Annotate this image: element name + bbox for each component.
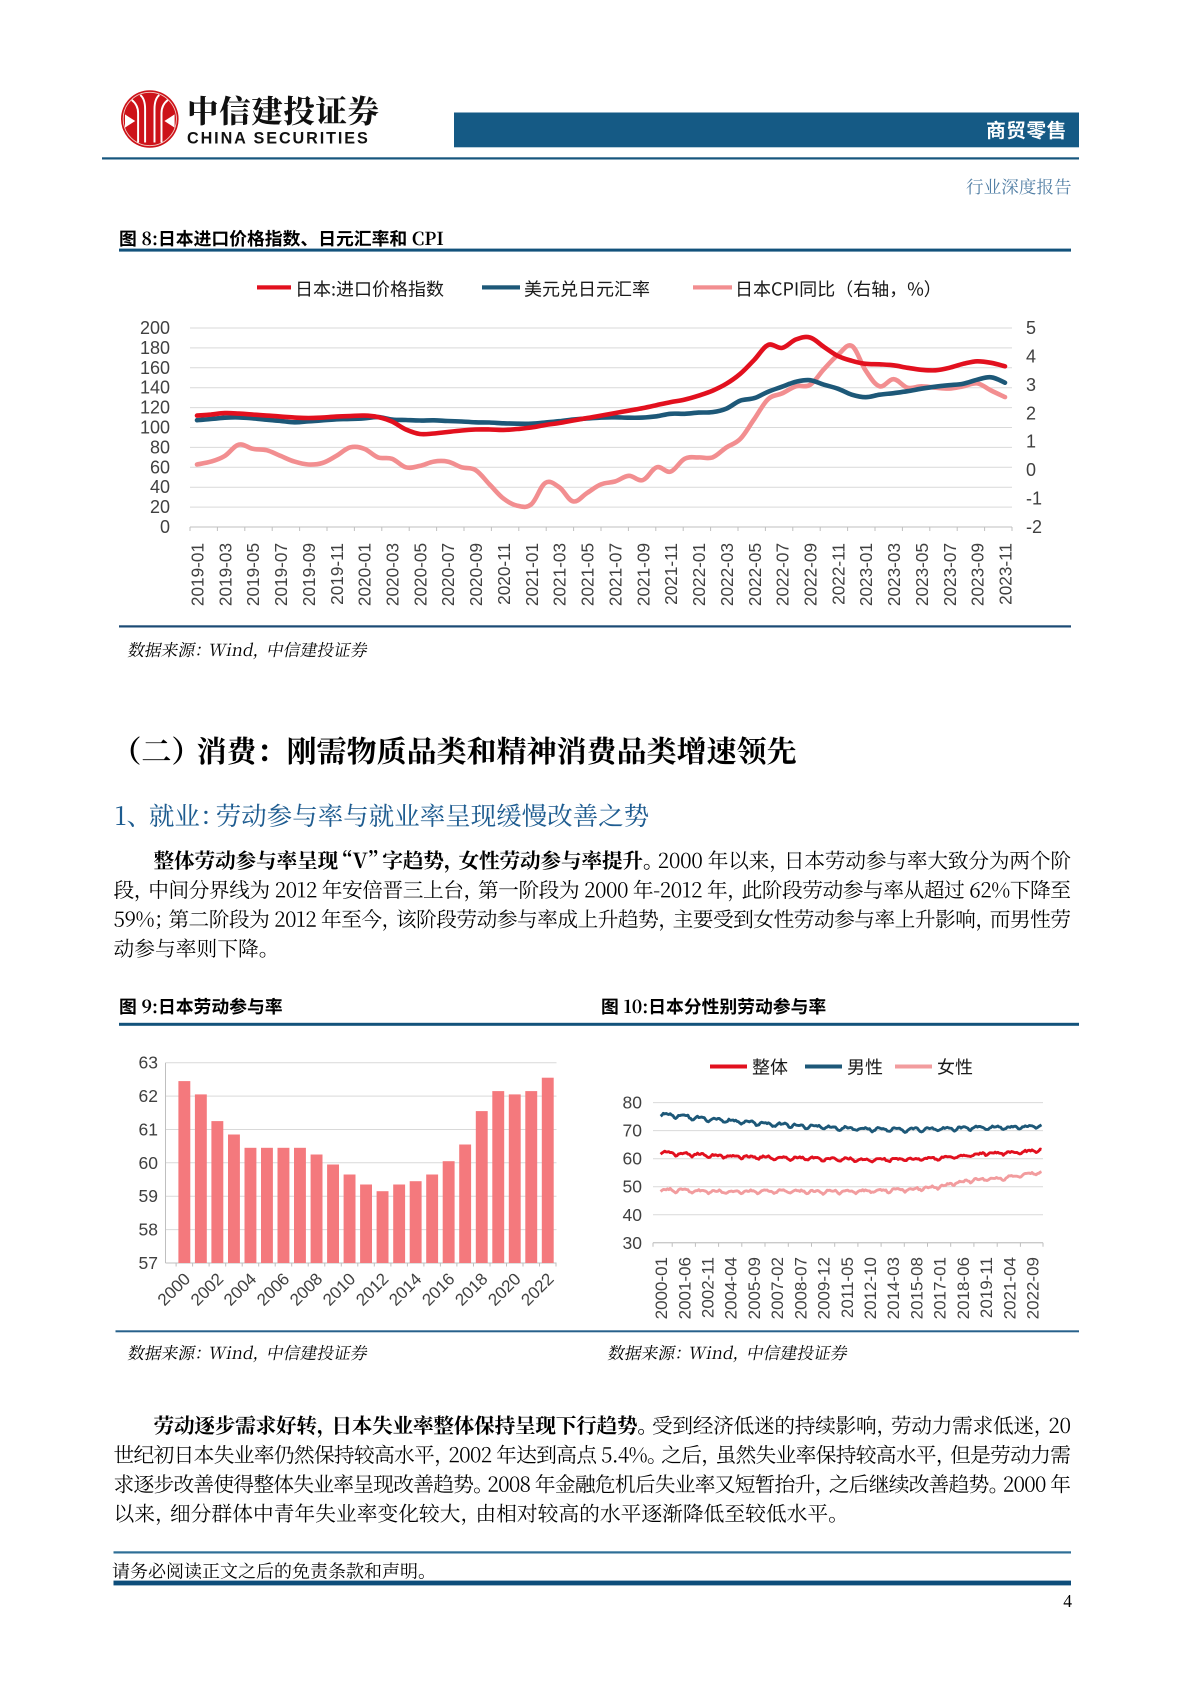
svg-text:2019-07: 2019-07 [271,543,291,606]
svg-text:62: 62 [139,1086,158,1106]
svg-text:2019-09: 2019-09 [299,543,319,606]
svg-text:200: 200 [140,318,170,338]
svg-text:2002-11: 2002-11 [699,1257,718,1318]
svg-text:2021-09: 2021-09 [633,543,653,606]
svg-text:120: 120 [140,398,170,418]
svg-text:2019-11: 2019-11 [327,543,347,605]
svg-text:80: 80 [150,437,170,457]
svg-text:2023-11: 2023-11 [996,543,1016,605]
svg-text:2019-05: 2019-05 [243,543,263,606]
svg-text:5: 5 [1026,318,1036,338]
svg-text:2: 2 [1026,403,1036,423]
svg-text:4: 4 [1026,346,1036,366]
svg-text:40: 40 [150,477,170,497]
svg-text:0: 0 [160,517,170,537]
svg-text:140: 140 [140,378,170,398]
svg-text:2014-03: 2014-03 [884,1257,903,1319]
svg-text:50: 50 [623,1177,643,1197]
svg-text:20: 20 [150,497,170,517]
svg-text:100: 100 [140,418,170,438]
svg-text:80: 80 [623,1093,643,1113]
svg-text:2021-11: 2021-11 [661,543,681,605]
svg-text:60: 60 [150,457,170,477]
svg-text:57: 57 [139,1253,158,1273]
svg-text:2020-03: 2020-03 [383,543,403,606]
svg-text:2022-11: 2022-11 [828,543,848,605]
svg-text:2021-04: 2021-04 [1000,1257,1019,1319]
svg-text:4: 4 [1063,1591,1072,1611]
svg-text:1: 1 [1026,432,1036,452]
svg-text:2022-01: 2022-01 [689,543,709,606]
svg-text:2020-11: 2020-11 [494,543,514,605]
svg-text:2021-07: 2021-07 [605,543,625,606]
svg-text:2019-11: 2019-11 [977,1257,996,1318]
svg-text:2015-08: 2015-08 [907,1257,926,1319]
svg-text:2011-05: 2011-05 [838,1257,857,1318]
svg-text:2020-05: 2020-05 [410,543,430,606]
svg-text:2020-01: 2020-01 [355,543,375,606]
svg-text:2023-07: 2023-07 [940,543,960,606]
svg-text:60: 60 [623,1149,643,1169]
svg-text:3: 3 [1026,375,1036,395]
svg-text:2022-03: 2022-03 [717,543,737,606]
svg-text:2023-09: 2023-09 [968,543,988,606]
svg-text:2022-07: 2022-07 [773,543,793,606]
svg-text:-2: -2 [1026,517,1042,537]
svg-text:2018-06: 2018-06 [954,1257,973,1319]
svg-text:2021-01: 2021-01 [522,543,542,606]
svg-text:2020-09: 2020-09 [466,543,486,606]
svg-text:2022-05: 2022-05 [745,543,765,606]
svg-text:2022-09: 2022-09 [1024,1257,1043,1319]
svg-text:40: 40 [623,1205,643,1225]
svg-text:-1: -1 [1026,489,1042,509]
svg-text:30: 30 [623,1233,643,1253]
svg-text:2001-06: 2001-06 [675,1257,694,1319]
svg-text:2017-01: 2017-01 [931,1257,950,1319]
svg-text:63: 63 [139,1053,158,1073]
svg-text:2023-03: 2023-03 [884,543,904,606]
svg-text:2023-01: 2023-01 [856,543,876,606]
svg-text:61: 61 [139,1120,158,1140]
svg-text:2008-07: 2008-07 [791,1257,810,1319]
svg-text:2007-02: 2007-02 [768,1257,787,1319]
svg-text:2021-05: 2021-05 [578,543,598,606]
svg-text:2020-07: 2020-07 [438,543,458,606]
svg-text:58: 58 [139,1220,158,1240]
svg-text:2000-01: 2000-01 [652,1257,671,1319]
svg-text:2023-05: 2023-05 [912,543,932,606]
svg-text:2009-12: 2009-12 [815,1257,834,1319]
svg-text:2022-09: 2022-09 [801,543,821,606]
svg-text:2012-10: 2012-10 [861,1257,880,1319]
svg-text:180: 180 [140,338,170,358]
svg-text:70: 70 [623,1121,643,1141]
svg-text:2005-09: 2005-09 [745,1257,764,1319]
svg-text:2021-03: 2021-03 [550,543,570,606]
svg-text:59: 59 [139,1186,158,1206]
svg-text:2019-01: 2019-01 [188,543,208,606]
svg-text:60: 60 [139,1153,159,1173]
svg-text:0: 0 [1026,460,1036,480]
svg-text:CHINA SECURITIES: CHINA SECURITIES [187,130,370,148]
svg-text:2019-03: 2019-03 [215,543,235,606]
svg-text:2004-04: 2004-04 [722,1257,741,1319]
svg-text:160: 160 [140,358,170,378]
